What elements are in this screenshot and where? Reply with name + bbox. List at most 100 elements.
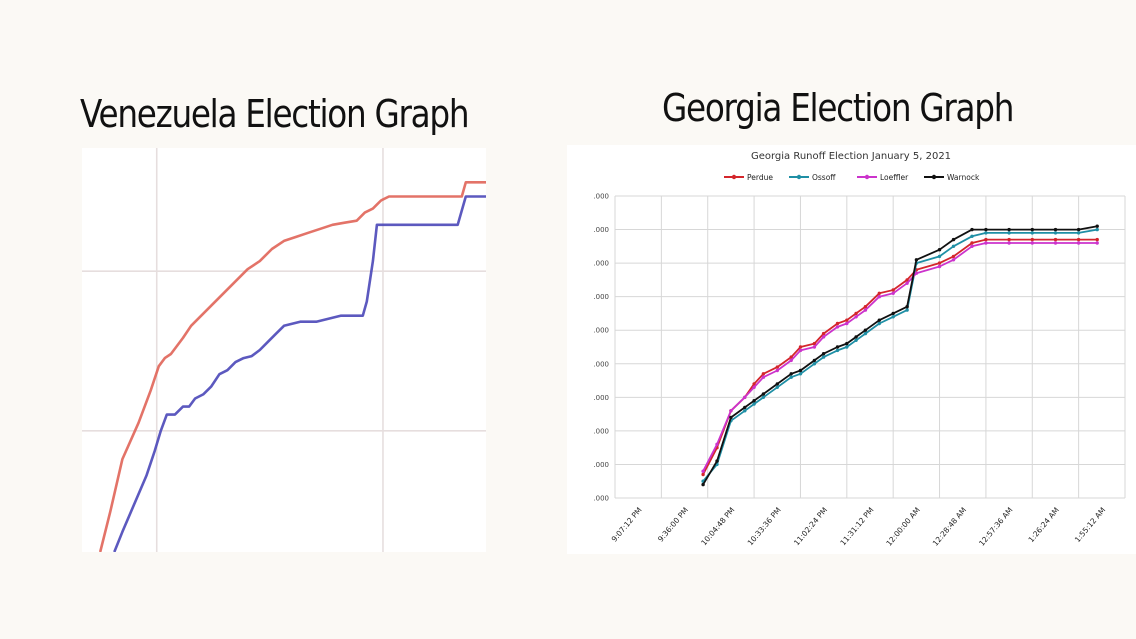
data-point-perdue <box>970 241 974 245</box>
data-point-loeffler <box>752 385 756 389</box>
data-point-warnock <box>1076 227 1081 232</box>
data-point-ossoff <box>798 372 803 376</box>
legend-label-ossoff: Ossoff <box>812 173 836 182</box>
data-point-loeffler <box>1007 241 1011 245</box>
data-point-loeffler <box>775 368 779 373</box>
legend-marker-warnock <box>931 174 937 180</box>
data-point-ossoff <box>1007 231 1011 235</box>
data-point-perdue <box>1007 237 1011 242</box>
data-point-perdue <box>775 365 779 369</box>
y-tick-label-4: .000 <box>593 360 609 368</box>
data-point-loeffler <box>951 258 956 262</box>
data-point-ossoff <box>937 254 942 259</box>
legend-marker-ossoff <box>796 174 802 180</box>
legend-label-warnock: Warnock <box>947 173 980 182</box>
y-tick-label-8: .000 <box>593 226 609 234</box>
data-point-warnock <box>835 345 840 349</box>
y-tick-label-7: .000 <box>593 260 609 268</box>
data-point-perdue <box>752 382 756 386</box>
data-point-warnock <box>1007 227 1011 232</box>
data-point-loeffler <box>845 321 849 326</box>
georgia-chart: Georgia Runoff Election January 5, 2021 P… <box>567 145 1136 554</box>
data-point-loeffler <box>729 409 733 413</box>
data-point-loeffler <box>835 325 840 329</box>
x-tick-label-4: 11:02:24 PM <box>792 506 829 548</box>
legend-marker-loeffler <box>864 174 870 180</box>
data-point-ossoff <box>775 385 779 389</box>
data-point-loeffler <box>854 315 858 319</box>
data-point-loeffler <box>1095 241 1099 245</box>
data-point-ossoff <box>877 321 881 326</box>
venezuela-chart-svg <box>82 148 486 552</box>
x-tick-label-8: 12:57:36 AM <box>977 506 1015 548</box>
data-point-loeffler <box>937 264 942 269</box>
data-point-warnock <box>752 399 756 403</box>
data-point-ossoff <box>821 355 826 359</box>
data-point-warnock <box>812 358 817 363</box>
data-point-perdue <box>1076 237 1081 242</box>
x-tick-label-2: 10:04:48 PM <box>699 506 736 548</box>
data-point-warnock <box>1030 227 1034 232</box>
data-point-loeffler <box>743 395 747 399</box>
data-point-loeffler <box>701 469 705 473</box>
data-point-loeffler <box>1076 241 1081 245</box>
y-tick-label-0: .000 <box>593 495 609 503</box>
georgia-chart-svg: Georgia Runoff Election January 5, 2021 P… <box>593 151 1126 548</box>
data-point-perdue <box>854 311 858 316</box>
data-point-loeffler <box>863 308 868 312</box>
x-tick-label-0: 9:07:12 PM <box>610 506 644 544</box>
data-point-warnock <box>715 459 719 463</box>
legend-marker-perdue <box>731 174 737 180</box>
data-point-perdue <box>1030 237 1034 242</box>
venezuela-chart <box>82 148 486 552</box>
data-point-ossoff <box>970 234 974 238</box>
data-point-loeffler <box>984 241 988 245</box>
data-point-perdue <box>821 331 826 336</box>
y-tick-label-3: .000 <box>593 394 609 402</box>
data-point-perdue <box>863 305 868 309</box>
data-point-ossoff <box>845 345 849 349</box>
x-tick-label-7: 12:28:48 AM <box>931 506 969 548</box>
data-point-perdue <box>798 345 803 349</box>
data-point-perdue <box>835 321 840 326</box>
y-tick-label-6: .000 <box>593 293 609 301</box>
data-point-ossoff <box>752 402 756 406</box>
series-line-perdue <box>702 238 1098 475</box>
data-point-warnock <box>951 237 956 242</box>
data-point-perdue <box>951 254 956 259</box>
data-point-warnock <box>1095 224 1099 228</box>
y-tick-label-1: .000 <box>593 461 609 469</box>
data-point-warnock <box>743 405 747 410</box>
data-point-warnock <box>914 258 919 262</box>
data-point-perdue <box>761 372 766 376</box>
data-point-warnock <box>798 368 803 373</box>
data-point-warnock <box>729 415 733 420</box>
chart-title: Georgia Runoff Election January 5, 2021 <box>751 151 951 162</box>
data-point-perdue <box>877 291 881 295</box>
data-point-loeffler <box>914 271 919 275</box>
data-point-loeffler <box>905 281 909 285</box>
data-point-perdue <box>891 288 895 292</box>
data-point-ossoff <box>1095 227 1099 232</box>
data-point-loeffler <box>789 358 793 363</box>
series-line-ossoff <box>702 228 1098 482</box>
data-point-perdue <box>789 355 793 359</box>
data-point-ossoff <box>789 375 793 379</box>
data-point-perdue <box>1053 237 1058 242</box>
data-point-perdue <box>1095 237 1099 242</box>
data-point-loeffler <box>1053 241 1058 245</box>
data-point-warnock <box>775 382 779 386</box>
x-tick-label-1: 9:36:00 PM <box>656 506 690 544</box>
data-point-warnock <box>891 311 895 316</box>
data-point-warnock <box>937 248 942 252</box>
data-point-loeffler <box>891 291 895 295</box>
legend-label-perdue: Perdue <box>747 173 773 182</box>
data-point-perdue <box>845 318 849 322</box>
y-tick-label-2: .000 <box>593 427 609 435</box>
data-point-warnock <box>845 341 849 346</box>
data-point-ossoff <box>743 409 747 413</box>
venezuela-series-line-0 <box>98 180 486 552</box>
data-point-loeffler <box>1030 241 1034 245</box>
data-point-warnock <box>905 305 909 309</box>
data-point-warnock <box>984 227 988 232</box>
